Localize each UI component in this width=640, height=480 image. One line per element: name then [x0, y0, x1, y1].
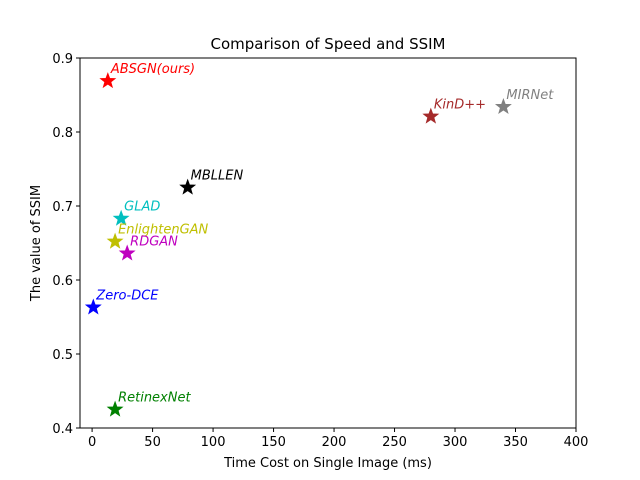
y-axis-label: The value of SSIM [29, 185, 44, 302]
y-tick-label: 0.4 [52, 422, 73, 437]
star-marker-absgn-ours [99, 72, 117, 89]
point-label-retinexnet: RetinexNet [118, 391, 191, 406]
star-marker-rdgan [118, 244, 136, 261]
data-points: ABSGN(ours) MIRNet KinD++ MBLLEN GLAD Enlight… [84, 62, 554, 417]
point-label-mbllen: MBLLEN [191, 169, 244, 184]
x-tick-label: 300 [443, 435, 468, 450]
x-tick-label: 100 [201, 435, 226, 450]
x-axis-label: Time Cost on Single Image (ms) [223, 456, 432, 471]
y-tick-label: 0.8 [52, 126, 73, 141]
star-marker-zero-dce [84, 298, 102, 315]
star-marker-retinexnet [106, 400, 124, 417]
chart-title: Comparison of Speed and SSIM [211, 35, 446, 53]
star-marker-enlightengan [106, 232, 124, 249]
star-marker-mirnet [494, 97, 512, 115]
star-marker-glad [112, 209, 130, 226]
y-tick-label: 0.7 [52, 200, 73, 215]
x-tick-label: 250 [382, 435, 407, 450]
point-label-absgn-ours: ABSGN(ours) [110, 62, 195, 77]
axis-ticks: 0 50 100 150 200 250 300 350 400 0.4 0.5 0.6 0.7 0.8 0… [52, 52, 588, 450]
plot-area [79, 57, 577, 429]
point-label-enlightengan: EnlightenGAN [118, 223, 208, 238]
point-label-mirnet: MIRNet [506, 88, 554, 103]
point-label-kind: KinD++ [434, 97, 486, 112]
y-tick-label: 0.5 [52, 348, 73, 363]
star-marker-mbllen [179, 178, 197, 195]
x-tick-label: 50 [144, 435, 161, 450]
x-tick-label: 150 [261, 435, 286, 450]
star-marker-kind [422, 107, 440, 124]
y-tick-label: 0.9 [52, 52, 73, 67]
point-label-rdgan: RDGAN [130, 234, 178, 249]
x-tick-label: 0 [88, 435, 96, 450]
y-tick-label: 0.6 [52, 274, 73, 289]
x-tick-label: 350 [503, 435, 528, 450]
x-tick-label: 200 [322, 435, 347, 450]
point-label-glad: GLAD [124, 200, 160, 215]
point-label-zero-dce: Zero-DCE [95, 288, 159, 303]
x-tick-label: 400 [564, 435, 589, 450]
